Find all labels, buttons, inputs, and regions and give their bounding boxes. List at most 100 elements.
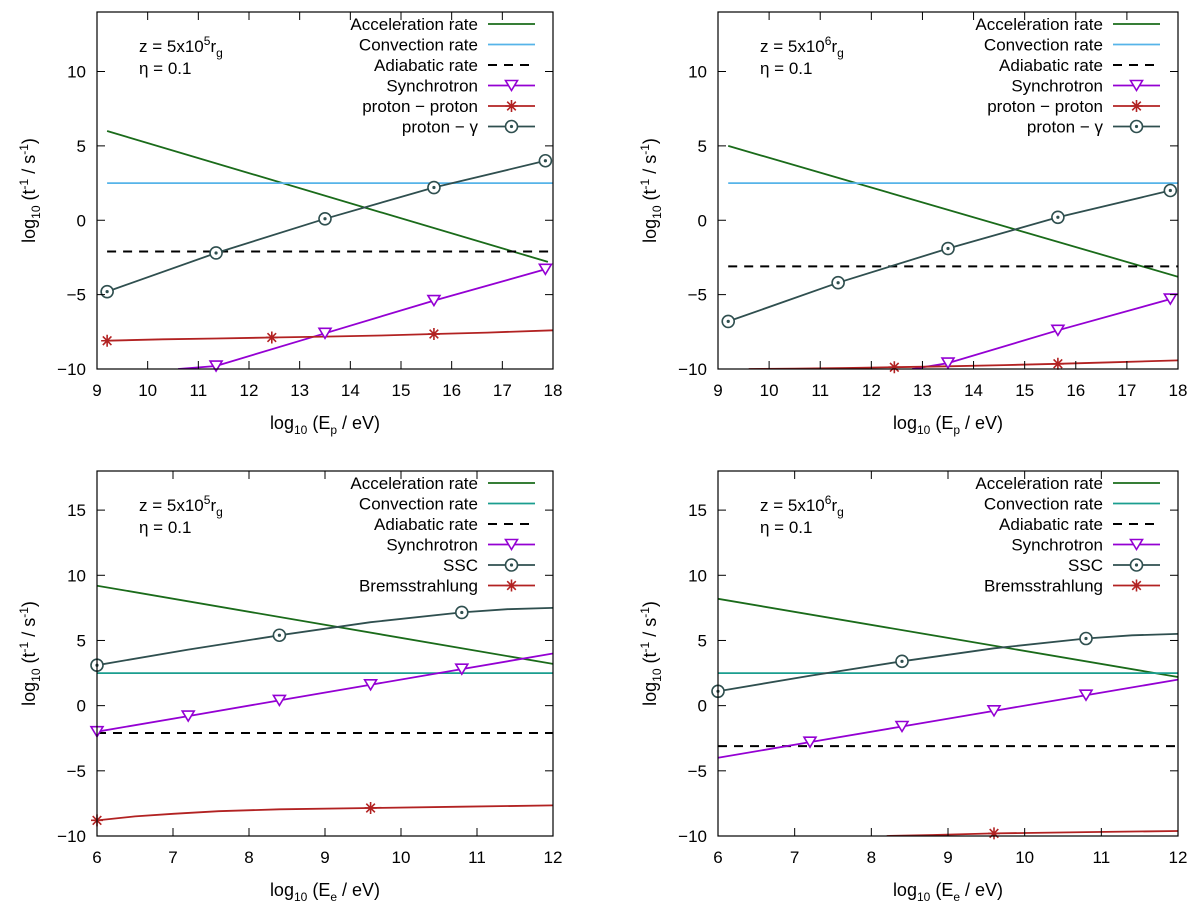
y-tick-label: 15	[67, 501, 86, 520]
y-tick-label: −10	[678, 827, 707, 846]
xlabel-mid: (E	[930, 880, 953, 900]
series-4-marker	[537, 263, 553, 276]
y-axis-label: log10 (t-1 / s-1)	[17, 138, 43, 243]
xlabel-sub2: p	[953, 423, 960, 437]
annotation-z-sub: g	[837, 505, 844, 519]
plot-frame	[96, 11, 554, 370]
legend-label-1: Acceleration rate	[350, 15, 478, 34]
xlabel-suffix: / eV)	[337, 880, 380, 900]
xlabel-suffix: / eV)	[960, 880, 1003, 900]
y-tick-label: −5	[67, 286, 86, 305]
ylabel-sup: -1	[638, 178, 652, 189]
xlabel-mid: (E	[307, 413, 330, 433]
y-axis-label: log10 (t-1 / s-1)	[17, 601, 43, 706]
legend-label-6: proton − γ	[1027, 118, 1104, 137]
ylabel-log: log	[19, 219, 39, 243]
legend-label-4: Synchrotron	[386, 77, 478, 96]
x-tick-label: 15	[1015, 381, 1034, 400]
x-tick-label: 9	[92, 381, 101, 400]
y-tick-label: 10	[67, 63, 86, 82]
x-tick-label: 6	[713, 848, 722, 867]
x-tick-label: 10	[392, 848, 411, 867]
annotation-z-r: r	[210, 37, 216, 56]
y-tick-label: −5	[688, 286, 707, 305]
series-4-marker	[1078, 689, 1094, 702]
legend: Acceleration rate Convection rateAdiabati…	[350, 474, 535, 596]
y-tick-label: 5	[77, 137, 86, 156]
ylabel-sup: -1	[17, 178, 31, 189]
x-tick-label: 7	[790, 848, 799, 867]
series-5-marker	[1079, 631, 1093, 646]
series-6-marker-dot	[323, 217, 327, 221]
series-line-5	[97, 607, 553, 667]
annotation-z-r: r	[210, 496, 216, 515]
legend-label-6: proton − γ	[402, 118, 479, 137]
y-tick-label: −10	[678, 360, 707, 379]
series-5-marker	[101, 334, 114, 347]
x-tick-label: 13	[913, 381, 932, 400]
xlabel-log: log	[270, 413, 294, 433]
series-4-marker	[317, 327, 333, 340]
series-4-marker	[426, 294, 442, 308]
x-tick-label: 17	[1117, 381, 1136, 400]
series-line-1	[106, 130, 549, 263]
x-axis-label: log10 (Ep / eV)	[270, 413, 380, 437]
legend-label-5: proton − proton	[987, 97, 1103, 116]
legend-marker-5	[1129, 558, 1144, 572]
series-6-marker	[831, 275, 845, 290]
series-4-marker	[454, 663, 470, 676]
ylabel-sup2: -1	[638, 144, 652, 155]
annotation-z-exp: 5	[204, 34, 211, 48]
legend-label-3: Adiabatic rate	[374, 56, 478, 75]
x-tick-label: 16	[442, 381, 461, 400]
legend-marker-5	[504, 558, 519, 572]
xlabel-sub2: p	[330, 423, 337, 437]
x-tick-label: 11	[190, 381, 208, 400]
series-line-5	[718, 633, 1178, 693]
series-6-marker	[100, 284, 114, 299]
legend-label-5: proton − proton	[362, 97, 478, 116]
ylabel-sup2: -1	[17, 607, 31, 618]
ylabel-sub: 10	[29, 205, 43, 219]
annotation-z-sub: g	[837, 46, 844, 60]
x-tick-label: 10	[1015, 848, 1034, 867]
legend-marker-6	[505, 579, 518, 592]
series-line-1	[727, 145, 1178, 278]
ylabel-suffix: )	[19, 138, 39, 144]
annotation-z-prefix: z = 5x10	[760, 37, 825, 56]
x-tick-label: 18	[1169, 381, 1188, 400]
y-axis-label: log10 (t-1 / s-1)	[638, 601, 664, 706]
legend-label-1: Acceleration rate	[975, 474, 1103, 493]
legend-label-6: Bremsstrahlung	[984, 577, 1103, 596]
x-tick-label: 13	[290, 381, 309, 400]
series-line-6	[106, 159, 546, 293]
y-tick-label: 0	[698, 697, 707, 716]
series-6-marker-dot	[836, 281, 840, 285]
series-6-marker	[209, 246, 223, 260]
ylabel-sub: 10	[650, 668, 664, 682]
x-tick-label: 9	[320, 848, 329, 867]
series-4-marker	[180, 710, 196, 723]
xlabel-sub: 10	[294, 423, 308, 437]
series-6-marker-dot	[214, 251, 218, 255]
series-5-marker-dot	[277, 633, 281, 637]
series-line-1	[718, 597, 1178, 678]
y-tick-label: 15	[688, 501, 707, 520]
series-4-marker	[940, 357, 956, 370]
ylabel-mid2: / s	[640, 155, 660, 179]
x-tick-label: 12	[862, 381, 881, 400]
series-5-marker	[888, 361, 901, 374]
xlabel-log: log	[893, 880, 917, 900]
annotation-eta: η = 0.1	[139, 518, 191, 537]
legend-label-2: Convection rate	[359, 495, 478, 514]
series-6-marker-dot	[726, 319, 730, 323]
annotation-z: z = 5x105rg	[139, 34, 223, 60]
series-group	[718, 597, 1178, 836]
series-6-marker-dot	[1056, 215, 1060, 219]
series-5-marker	[895, 654, 909, 669]
legend-label-4: Synchrotron	[386, 536, 478, 555]
xlabel-mid: (E	[307, 880, 330, 900]
ylabel-mid2: / s	[19, 155, 39, 179]
